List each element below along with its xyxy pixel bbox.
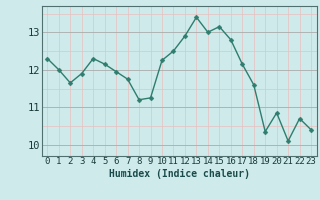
X-axis label: Humidex (Indice chaleur): Humidex (Indice chaleur) bbox=[109, 169, 250, 179]
